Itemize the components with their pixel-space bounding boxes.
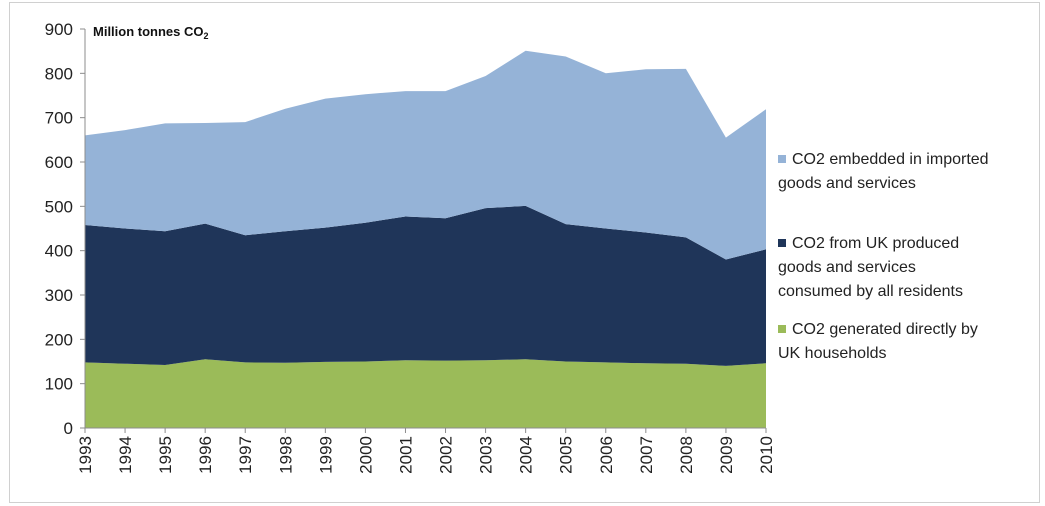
legend-item: CO2 generated directly by UK households [778,318,1043,366]
axes [84,29,766,429]
legend-label: CO2 generated directly by UK households [778,321,978,362]
x-tick-label: 1998 [276,436,295,474]
y-axis-unit-label: Million tonnes CO2 [93,24,209,41]
x-tick-label: 2010 [757,436,776,474]
x-tick-label: 1995 [156,436,175,474]
y-tick-label: 100 [45,375,73,394]
y-tick-label: 200 [45,330,73,349]
x-tick-label: 2003 [477,436,496,474]
legend-label: CO2 from UK produced goods and services co… [778,235,963,300]
area-series-1 [85,359,766,428]
x-axis-ticks: 1993 1994 1995 1996 1997 1998 1999 2000 2001 2002… [76,428,776,474]
y-tick-label: 900 [45,20,73,39]
x-tick-label: 2007 [637,436,656,474]
x-tick-label: 2009 [717,436,736,474]
legend-swatch [778,239,786,247]
x-tick-label: 2006 [597,436,616,474]
y-axis-ticks: 0 100 200 300 400 500 600 700 800 900 [45,20,85,438]
area-series-3 [85,50,766,260]
x-tick-label: 2001 [396,436,415,474]
x-tick-label: 1999 [316,436,335,474]
y-tick-label: 500 [45,197,73,216]
legend-swatch [778,325,786,333]
legend-label: CO2 embedded in imported goods and servic… [778,151,989,192]
y-tick-label: 800 [45,64,73,83]
y-tick-label: 400 [45,242,73,261]
legend-swatch [778,155,786,163]
x-tick-label: 1993 [76,436,95,474]
x-tick-label: 1996 [196,436,215,474]
x-tick-label: 2002 [437,436,456,474]
x-tick-label: 1997 [236,436,255,474]
area-series-2 [85,205,766,366]
x-tick-label: 1994 [116,436,135,474]
x-tick-label: 2005 [557,436,576,474]
legend-item: CO2 embedded in imported goods and servic… [778,148,1043,196]
x-tick-label: 2008 [677,436,696,474]
x-tick-label: 2000 [356,436,375,474]
x-tick-label: 2004 [517,436,536,474]
legend-item: CO2 from UK produced goods and services co… [778,232,1043,304]
y-tick-label: 600 [45,153,73,172]
area-series-group [85,50,766,428]
y-tick-label: 700 [45,109,73,128]
y-tick-label: 0 [64,419,73,438]
y-tick-label: 300 [45,286,73,305]
